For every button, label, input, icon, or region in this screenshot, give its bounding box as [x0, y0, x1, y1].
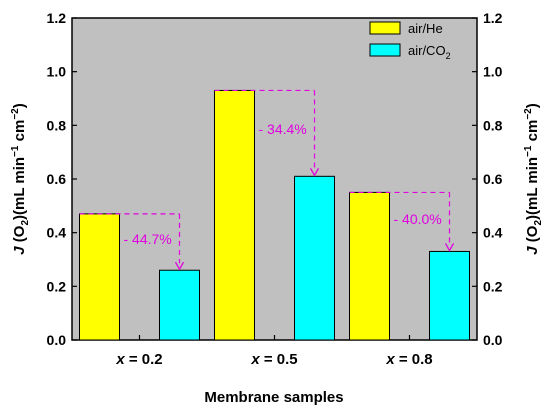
legend-label-air-he: air/He: [408, 21, 443, 36]
y-axis-title-right: J (O2)(mL min−1 cm−2): [523, 103, 544, 254]
y-tick-label-left: 0.4: [47, 225, 67, 241]
percent-decrease-label: - 34.4%: [259, 121, 307, 137]
y-tick-label-right: 0.2: [483, 278, 503, 294]
decrease-arrow-head: [174, 261, 185, 271]
y-tick-label-left: 1.0: [47, 64, 67, 80]
bar-air-he: [79, 213, 120, 341]
x-tick-label: x = 0.5: [250, 351, 297, 368]
legend: air/He air/CO2: [369, 21, 451, 61]
bar-air-co2: [159, 269, 200, 341]
y-tick-label-left: 0.8: [47, 117, 67, 133]
percent-decrease-label: - 40.0%: [394, 211, 442, 227]
legend-label-air-co2: air/CO2: [408, 43, 451, 61]
y-tick-label-right: 0.6: [483, 171, 503, 187]
bar-air-he: [214, 89, 255, 341]
legend-swatch-air-co2: [369, 43, 401, 57]
y-tick-label-right: 0.8: [483, 117, 503, 133]
percent-decrease-label: - 44.7%: [124, 231, 172, 247]
y-axis-title-left: J (O2)(mL min−1 cm−2): [10, 103, 31, 254]
y-tick-label-right: 0.0: [483, 332, 503, 348]
bar-air-he: [349, 191, 390, 341]
y-tick-label-right: 1.2: [483, 10, 503, 26]
bar-air-co2: [429, 250, 470, 341]
x-tick-label: x = 0.2: [115, 351, 162, 368]
decrease-arrow-head: [309, 167, 320, 177]
legend-swatch-air-he: [369, 21, 401, 35]
y-tick-label-right: 0.4: [483, 225, 503, 241]
x-axis-title: Membrane samples: [204, 389, 343, 406]
y-tick-label-left: 0.0: [47, 332, 67, 348]
y-tick-label-left: 1.2: [47, 10, 67, 26]
bar-air-co2: [294, 175, 335, 341]
decrease-arrow-head: [444, 243, 455, 252]
plot-area: [71, 17, 478, 341]
y-tick-label-left: 0.6: [47, 171, 67, 187]
x-tick-label: x = 0.8: [385, 351, 432, 368]
y-tick-label-left: 0.2: [47, 278, 67, 294]
y-tick-label-right: 1.0: [483, 64, 503, 80]
